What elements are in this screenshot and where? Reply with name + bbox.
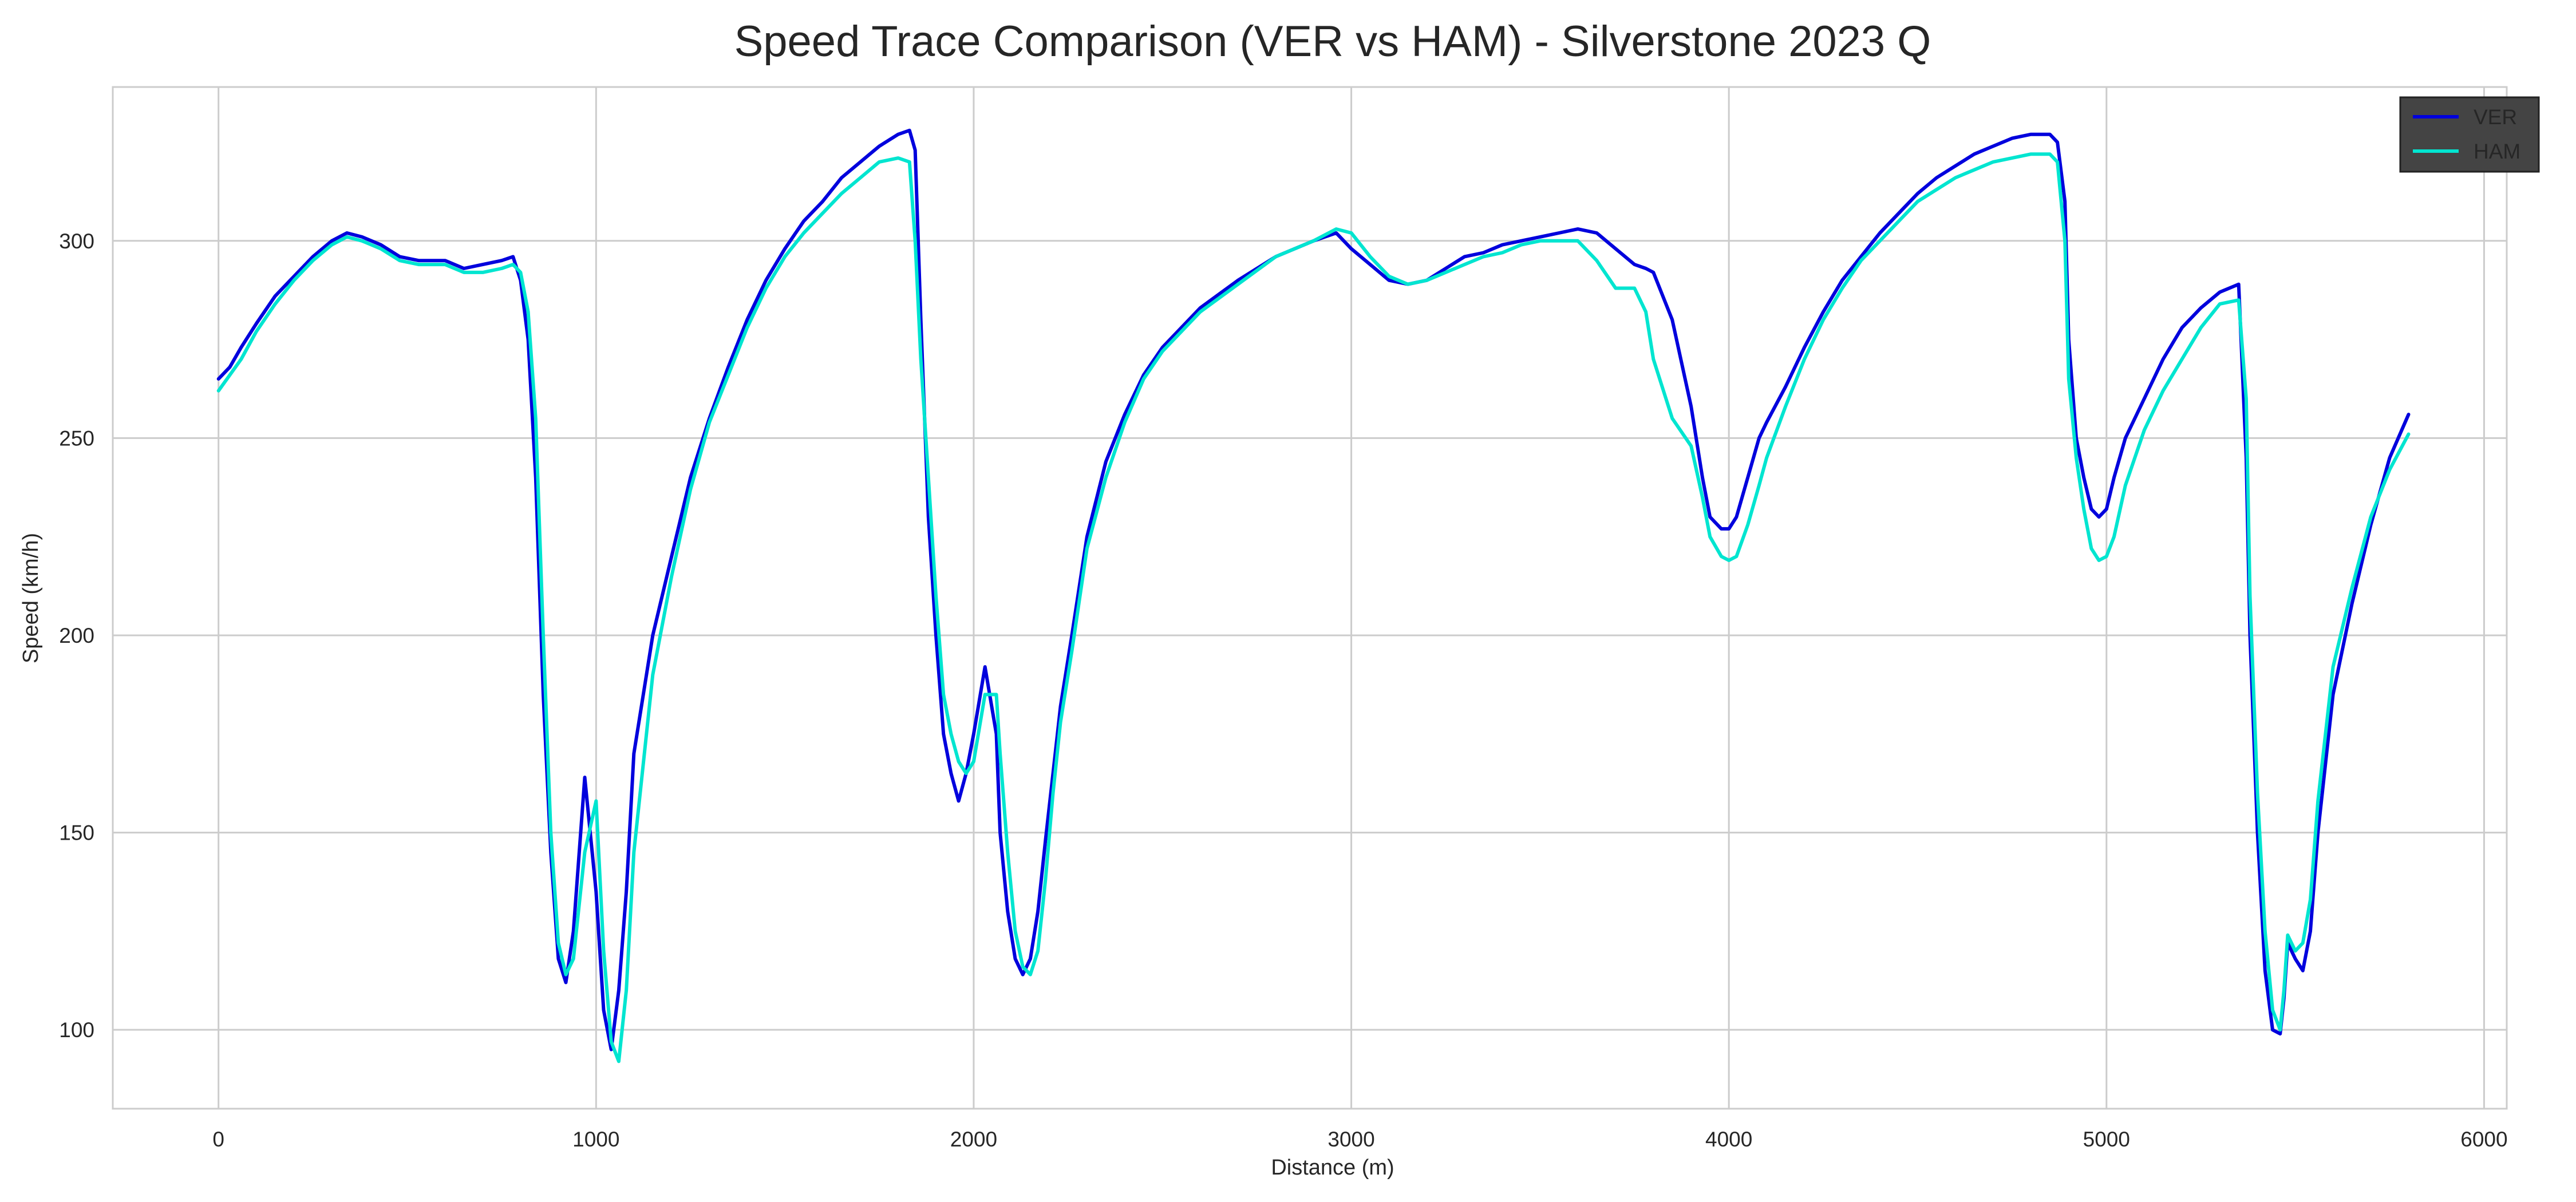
grid-lines [113,87,2507,1109]
y-tick-label: 300 [59,230,94,253]
legend-label-ver: VER [2474,105,2517,129]
y-tick-label: 150 [59,821,94,845]
plot-frame [112,86,2508,1110]
x-tick-label: 4000 [1705,1128,1752,1151]
y-tick-label: 200 [59,624,94,647]
series-line-ver [216,128,2411,1051]
x-tick-label: 6000 [2460,1128,2507,1151]
y-tick-label: 250 [59,426,94,450]
series-line-ham [216,152,2411,1063]
x-tick-label: 2000 [950,1128,997,1151]
series-lines [216,128,2411,1063]
x-axis-label: Distance (m) [1271,1156,1394,1180]
x-tick-label: 5000 [2083,1128,2130,1151]
x-tick-label: 0 [212,1128,224,1151]
legend-box [2399,96,2540,173]
chart-title: Speed Trace Comparison (VER vs HAM) - Si… [734,17,1931,66]
legend-label-ham: HAM [2474,140,2520,163]
y-axis-label: Speed (km/h) [19,533,43,663]
x-axis-ticks: 0 1000 2000 3000 4000 5000 6000 [212,1128,2507,1151]
y-axis-ticks: 100 150 200 250 300 [59,230,94,1042]
x-tick-label: 3000 [1327,1128,1374,1151]
y-tick-label: 100 [59,1018,94,1042]
x-tick-label: 1000 [572,1128,619,1151]
legend: VER HAM [2399,96,2540,173]
